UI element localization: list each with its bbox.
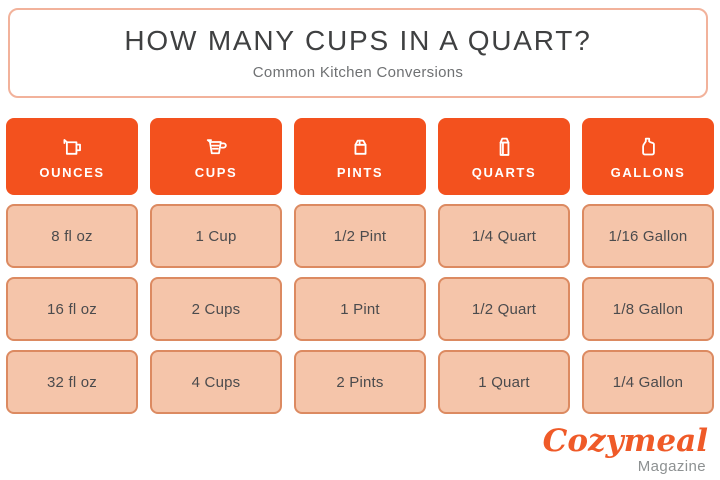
brand-logo: Cozymeal Magazine	[542, 423, 708, 475]
title-card: HOW MANY CUPS IN A QUART? Common Kitchen…	[8, 8, 708, 98]
conversion-table: OUNCES CUPS PINTS	[6, 118, 714, 414]
column-header-pints: PINTS	[294, 118, 426, 195]
brand-name: Cozymeal	[542, 423, 708, 459]
column-header-label: QUARTS	[471, 165, 537, 180]
measuring-cup-icon	[203, 133, 230, 160]
page-subtitle: Common Kitchen Conversions	[252, 64, 464, 81]
column-header-ounces: OUNCES	[6, 118, 138, 195]
measuring-jug-icon	[59, 133, 86, 160]
conversion-cell-quarts-1: 1/4 Quart	[438, 204, 570, 268]
column-header-quarts: QUARTS	[438, 118, 570, 195]
column-header-label: GALLONS	[610, 165, 686, 180]
conversion-cell-quarts-3: 1 Quart	[438, 350, 570, 414]
conversion-cell-cups-2: 2 Cups	[150, 277, 282, 341]
column-header-cups: CUPS	[150, 118, 282, 195]
column-header-label: CUPS	[194, 165, 238, 180]
page-title: HOW MANY CUPS IN A QUART?	[124, 25, 592, 56]
conversion-cell-cups-1: 1 Cup	[150, 204, 282, 268]
column-header-gallons: GALLONS	[582, 118, 714, 195]
column-header-label: PINTS	[336, 165, 384, 180]
conversion-cell-ounces-3: 32 fl oz	[6, 350, 138, 414]
conversion-cell-gallons-3: 1/4 Gallon	[582, 350, 714, 414]
gallon-jug-icon	[635, 133, 662, 160]
conversion-cell-cups-3: 4 Cups	[150, 350, 282, 414]
conversion-cell-gallons-1: 1/16 Gallon	[582, 204, 714, 268]
conversion-cell-gallons-2: 1/8 Gallon	[582, 277, 714, 341]
conversion-cell-pints-1: 1/2 Pint	[294, 204, 426, 268]
conversion-cell-pints-3: 2 Pints	[294, 350, 426, 414]
brand-subtitle: Magazine	[637, 458, 706, 475]
conversion-cell-ounces-2: 16 fl oz	[6, 277, 138, 341]
conversion-cell-quarts-2: 1/2 Quart	[438, 277, 570, 341]
quart-carton-icon	[491, 133, 518, 160]
conversion-cell-pints-2: 1 Pint	[294, 277, 426, 341]
pint-carton-icon	[347, 133, 374, 160]
conversion-cell-ounces-1: 8 fl oz	[6, 204, 138, 268]
column-header-label: OUNCES	[39, 165, 105, 180]
